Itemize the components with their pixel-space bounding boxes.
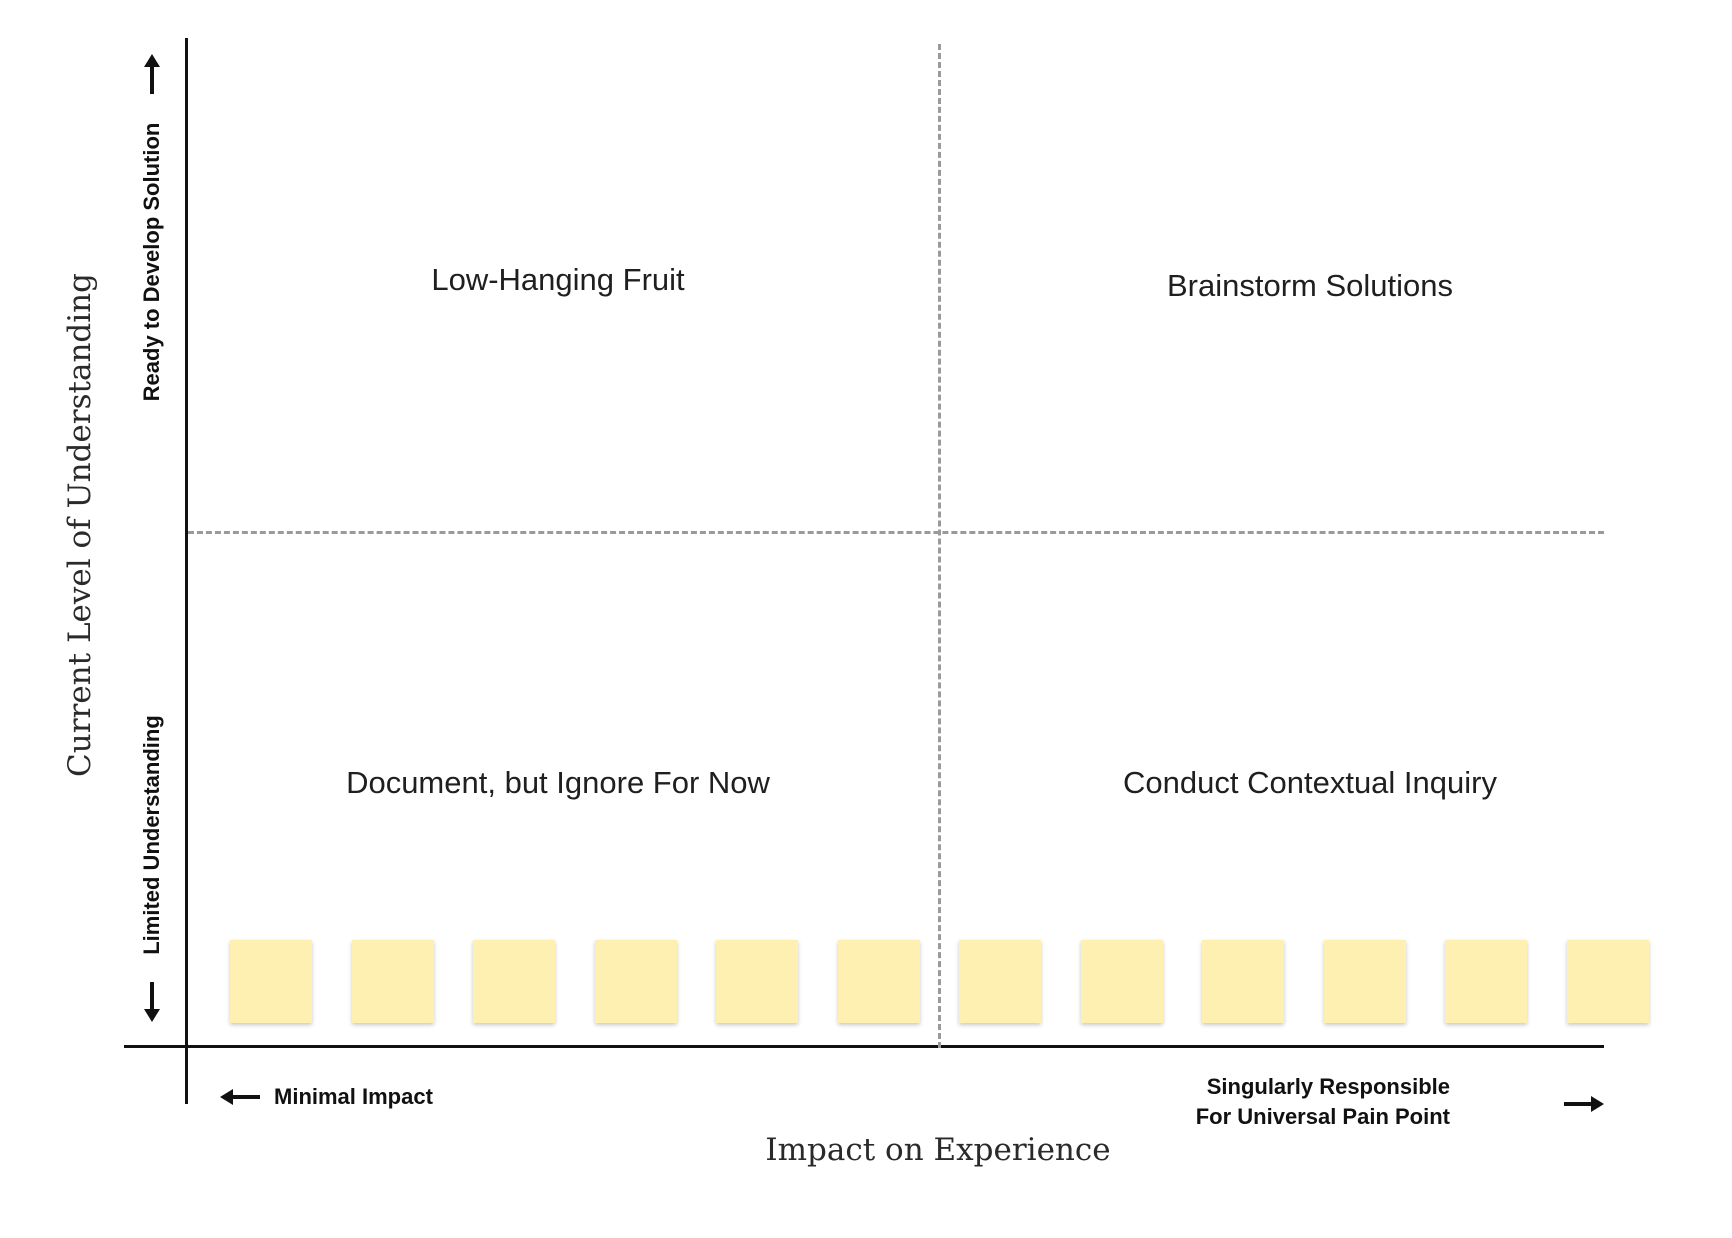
- sticky-note[interactable]: [1566, 940, 1649, 1023]
- sticky-note[interactable]: [716, 940, 798, 1023]
- sticky-note[interactable]: [959, 940, 1041, 1023]
- sticky-note[interactable]: [230, 940, 312, 1023]
- sticky-note[interactable]: [473, 940, 555, 1023]
- y-axis-title: Current Level of Understanding: [62, 273, 98, 777]
- x-axis-right-label-line2: For Universal Pain Point: [1195, 1104, 1450, 1129]
- x-axis-right-label: Singularly Responsible For Universal Pai…: [1196, 1072, 1450, 1132]
- x-axis-left-label: Minimal Impact: [274, 1084, 433, 1109]
- horizontal-quadrant-divider: [188, 531, 1604, 534]
- x-axis-title: Impact on Experience: [765, 1132, 1111, 1168]
- sticky-note[interactable]: [1080, 940, 1163, 1023]
- y-axis-top-label: Ready to Develop Solution: [139, 122, 164, 402]
- quadrant-bottom-left-label: Document, but Ignore For Now: [346, 765, 770, 800]
- quadrant-top-left-label: Low-Hanging Fruit: [431, 262, 685, 297]
- sticky-note[interactable]: [594, 940, 677, 1023]
- x-axis-line: [124, 1045, 1604, 1048]
- arrow-left-icon: [220, 1089, 260, 1105]
- sticky-note[interactable]: [1323, 940, 1406, 1023]
- arrow-up-icon: [144, 54, 160, 94]
- arrow-right-icon: [1564, 1096, 1604, 1112]
- sticky-note[interactable]: [837, 940, 920, 1023]
- sticky-note[interactable]: [1202, 940, 1284, 1023]
- sticky-note[interactable]: [351, 940, 434, 1023]
- y-axis-bottom-label: Limited Understanding: [139, 715, 164, 955]
- arrow-down-icon: [144, 982, 160, 1022]
- sticky-note[interactable]: [1445, 940, 1527, 1023]
- quadrant-top-right-label: Brainstorm Solutions: [1166, 268, 1453, 303]
- x-axis-right-label-line1: Singularly Responsible: [1206, 1074, 1450, 1099]
- quadrant-bottom-right-label: Conduct Contextual Inquiry: [1123, 765, 1497, 800]
- y-axis-line: [185, 38, 188, 1104]
- vertical-quadrant-divider: [938, 44, 941, 1048]
